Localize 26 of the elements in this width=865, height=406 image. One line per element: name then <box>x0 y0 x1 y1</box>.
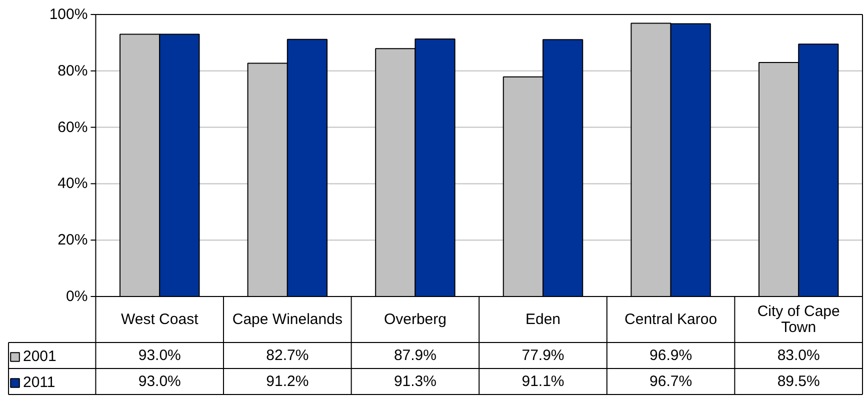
y-tick-label: 80% <box>58 62 88 80</box>
y-tick-label: 60% <box>58 118 88 136</box>
data-label: 91.1% <box>522 373 564 390</box>
data-label: 93.0% <box>138 373 181 390</box>
data-label: 91.3% <box>394 373 436 390</box>
data-label: 96.9% <box>650 347 692 364</box>
x-tick-label: City of Cape Town <box>757 303 840 336</box>
data-label: 77.9% <box>522 347 564 364</box>
x-tick-label: Cape Winelands <box>232 311 342 328</box>
data-label: 93.0% <box>138 347 181 364</box>
y-tick-label: 20% <box>58 232 88 249</box>
x-tick-label: West Coast <box>120 311 200 328</box>
data-label: 83.0% <box>777 347 820 364</box>
y-tick-label: 0% <box>66 288 88 305</box>
data-label: 96.7% <box>650 373 692 390</box>
x-tick-label: Central Karoo <box>624 311 718 328</box>
y-tick-label: 100% <box>49 6 88 23</box>
data-label: 87.9% <box>394 347 436 364</box>
data-label: 82.7% <box>266 347 309 364</box>
x-tick-label: Overberg <box>384 311 446 328</box>
data-label: 89.5% <box>777 373 820 390</box>
x-tick-label: Eden <box>525 311 561 328</box>
y-tick-label: 40% <box>58 175 88 192</box>
data-label: 91.2% <box>266 373 309 390</box>
legend-label: 2001 <box>23 346 56 366</box>
legend-label: 2011 <box>23 372 56 392</box>
